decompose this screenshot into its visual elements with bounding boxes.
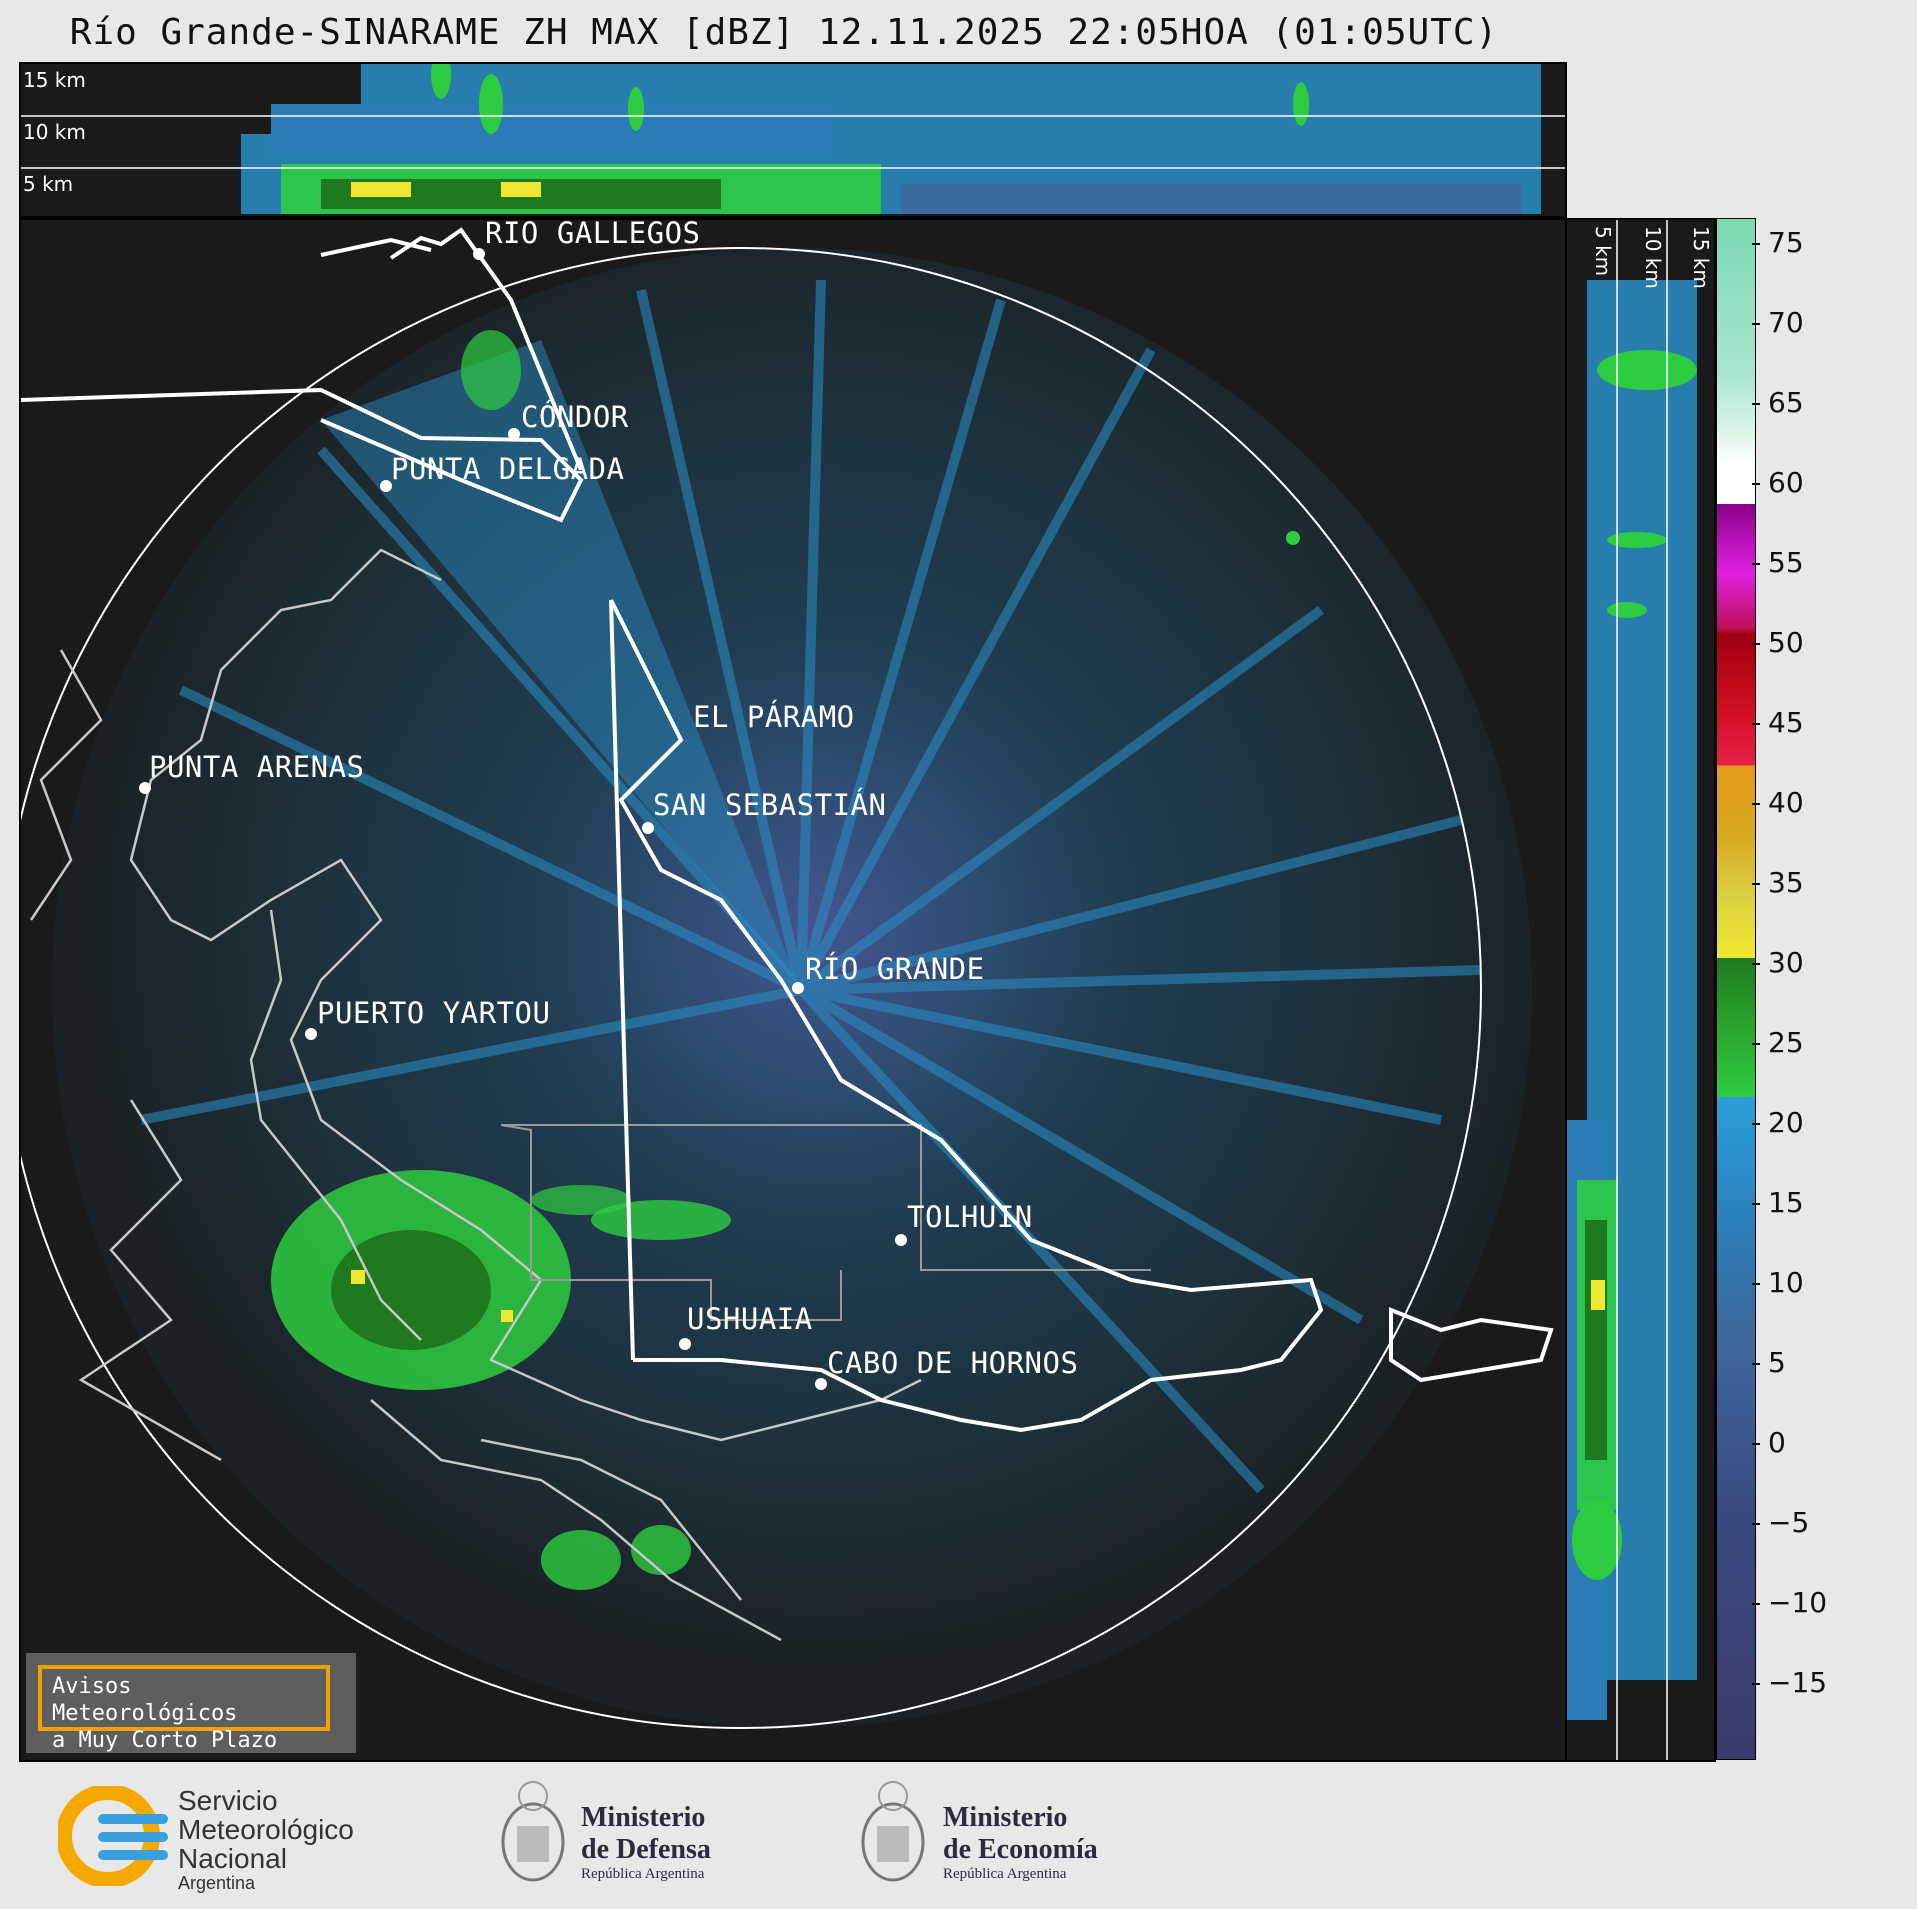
colorbar-tick-label: 75 [1752, 226, 1804, 259]
smn-logo: Servicio Meteorológico Nacional Argentin… [56, 1784, 354, 1893]
colorbar-tick-label: 30 [1752, 946, 1804, 979]
km-label-5: 5 km [23, 172, 74, 196]
colorbar-tick-label: 40 [1752, 786, 1804, 819]
coastlines [29, 548, 922, 1642]
side-km-label-5: 5 km [1591, 226, 1615, 277]
top-cross-section-echoes [21, 64, 1565, 214]
city-label-cabo-de-hornos: CABO DE HORNOS [827, 1346, 1079, 1380]
city-label-punta-delgada: PUNTA DELGADA [391, 452, 625, 486]
km-label-15: 15 km [23, 68, 86, 92]
radar-map [21, 227, 1554, 1729]
coat-of-arms-icon [861, 1781, 925, 1882]
city-label-rio-gallegos: RÍO GALLEGOS [485, 218, 701, 250]
ministerio-economia-logo: Ministerio de Economía República Argenti… [855, 1776, 1098, 1898]
city-label-rio-grande: RÍO GRANDE [805, 952, 985, 986]
side-km-label-10: 10 km [1641, 226, 1665, 289]
borders [21, 227, 1554, 1433]
city-label-el-paramo: EL PÁRAMO [693, 700, 855, 734]
colorbar-tick-label: 55 [1752, 546, 1804, 579]
colorbar-tick-label: 50 [1752, 626, 1804, 659]
top-cross-section-panel: 15 km 10 km 5 km [19, 62, 1567, 218]
colorbar-tick-label: 70 [1752, 306, 1804, 339]
colorbar-tick-label: 45 [1752, 706, 1804, 739]
smn-logo-icon [56, 1784, 168, 1888]
colorbar-tick-label: 0 [1752, 1426, 1786, 1459]
city-label-tolhuin: TOLHUIN [907, 1200, 1033, 1234]
dbz-colorbar [1716, 218, 1756, 1760]
colorbar-tick-label: −15 [1751, 1666, 1827, 1699]
side-km-label-15: 15 km [1689, 226, 1713, 289]
city-label-condor: CÓNDOR [521, 400, 629, 434]
colorbar-tick-label: −10 [1751, 1586, 1827, 1619]
colorbar-tick-label: 35 [1752, 866, 1804, 899]
city-markers [139, 248, 907, 1390]
colorbar-tick-label: 60 [1752, 466, 1804, 499]
page-title: Río Grande-SINARAME ZH MAX [dBZ] 12.11.2… [69, 12, 1499, 53]
colorbar-tick-label: −5 [1751, 1506, 1809, 1539]
colorbar-tick-label: 15 [1752, 1186, 1804, 1219]
range-ring [21, 247, 1482, 1729]
city-label-puerto-yartou: PUERTO YARTOU [317, 996, 551, 1030]
city-label-ushuaia: USHUAIA [687, 1302, 813, 1336]
colorbar-tick-label: 25 [1752, 1026, 1804, 1059]
km-label-10: 10 km [23, 120, 86, 144]
colorbar-tick-label: 20 [1752, 1106, 1804, 1139]
colorbar-tick-label: 65 [1752, 386, 1804, 419]
colorbar-tick-label: 10 [1752, 1266, 1804, 1299]
coat-of-arms-icon [501, 1781, 565, 1882]
warning-box[interactable]: Avisos Meteorológicos a Muy Corto Plazo [26, 1653, 356, 1753]
side-cross-section-echoes [1567, 220, 1697, 1760]
ministerio-defensa-logo: Ministerio de Defensa República Argentin… [495, 1776, 711, 1898]
city-label-san-sebastian: SAN SEBASTIÁN [653, 788, 887, 822]
side-cross-section-panel: 5 km 10 km 15 km [1565, 218, 1716, 1762]
city-label-punta-arenas: PUNTA ARENAS [149, 750, 365, 784]
radar-rays [140, 279, 1482, 1494]
warning-box-text: Avisos Meteorológicos a Muy Corto Plazo [38, 1665, 330, 1753]
radar-map-panel: RÍO GALLEGOS CÓNDOR PUNTA DELGADA EL PÁR… [19, 218, 1567, 1762]
precip-cells [271, 330, 1300, 1590]
colorbar-tick-label: 5 [1752, 1346, 1786, 1379]
